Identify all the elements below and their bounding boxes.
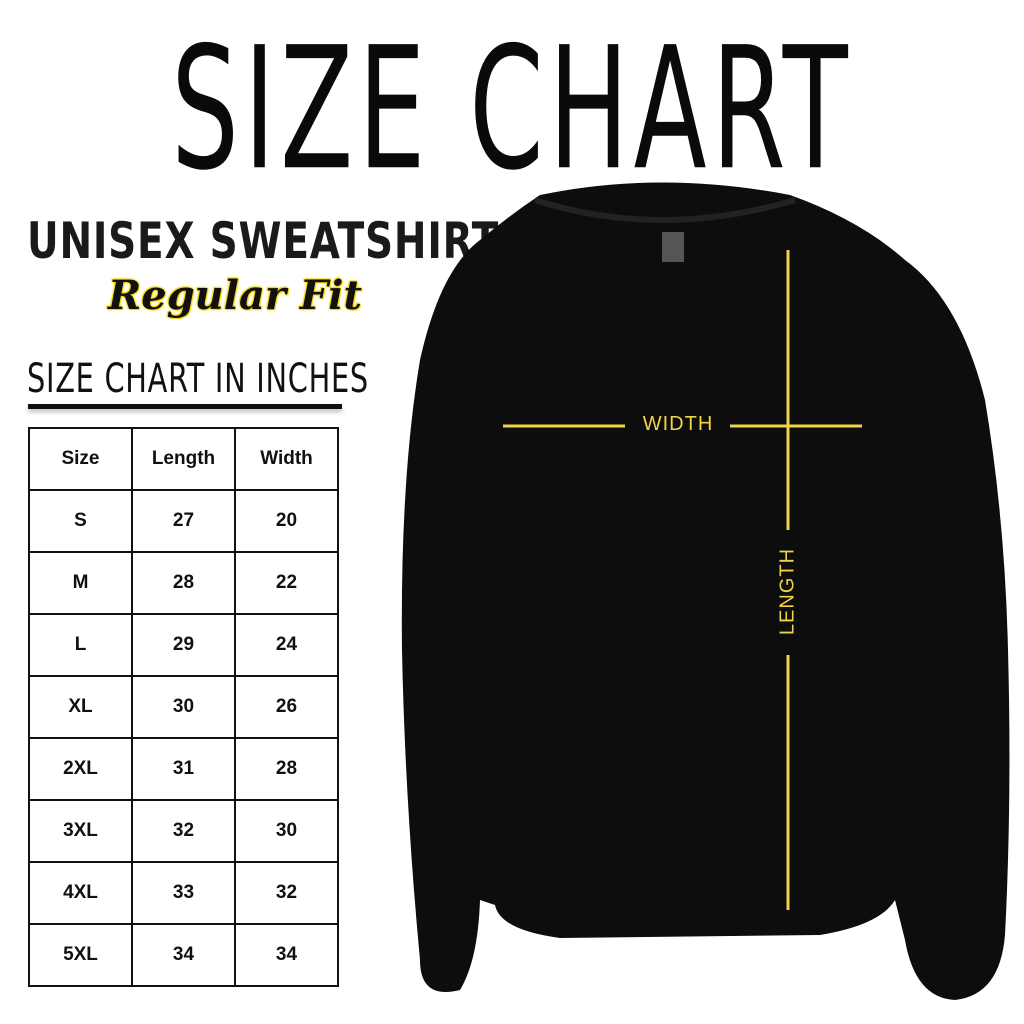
table-cell: Width xyxy=(234,427,339,491)
table-cell: 31 xyxy=(131,737,236,801)
fit-label: Regular Fit xyxy=(108,272,362,319)
table-cell: 4XL xyxy=(28,861,133,925)
table-cell: S xyxy=(28,489,133,553)
table-cell: 22 xyxy=(234,551,339,615)
table-title: SIZE CHART IN INCHES xyxy=(27,356,369,402)
sweatshirt-collar xyxy=(534,197,796,223)
width-label: WIDTH xyxy=(642,413,714,435)
table-cell: 34 xyxy=(131,923,236,987)
table-cell: 26 xyxy=(234,675,339,739)
table-cell: M xyxy=(28,551,133,615)
table-row: S 27 20 xyxy=(28,489,339,553)
table-row: 2XL 31 28 xyxy=(28,737,339,801)
table-row: 4XL 33 32 xyxy=(28,861,339,925)
table-cell: 3XL xyxy=(28,799,133,863)
table-cell: 34 xyxy=(234,923,339,987)
table-cell: Length xyxy=(131,427,236,491)
table-cell: 20 xyxy=(234,489,339,553)
table-row: XL 30 26 xyxy=(28,675,339,739)
table-cell: 29 xyxy=(131,613,236,677)
table-cell: XL xyxy=(28,675,133,739)
table-cell: 32 xyxy=(234,861,339,925)
table-cell: 32 xyxy=(131,799,236,863)
table-row: L 29 24 xyxy=(28,613,339,677)
table-cell: 30 xyxy=(131,675,236,739)
table-cell: Size xyxy=(28,427,133,491)
table-cell: 2XL xyxy=(28,737,133,801)
table-row: 3XL 32 30 xyxy=(28,799,339,863)
table-row: M 28 22 xyxy=(28,551,339,615)
product-name: UNISEX SWEATSHIRT xyxy=(27,212,500,270)
table-cell: 33 xyxy=(131,861,236,925)
table-cell: 28 xyxy=(131,551,236,615)
sweatshirt-tag xyxy=(662,232,684,262)
table-cell: 5XL xyxy=(28,923,133,987)
length-label: LENGTH xyxy=(776,547,799,636)
table-row: 5XL 34 34 xyxy=(28,923,339,987)
table-title-underline xyxy=(28,404,342,409)
table-header-row: Size Length Width xyxy=(28,427,339,491)
size-table: Size Length Width S 27 20 M 28 22 L 29 24 XL 30 26 2XL 3… xyxy=(28,427,339,987)
table-cell: 27 xyxy=(131,489,236,553)
sweatshirt-body xyxy=(401,182,1010,1000)
table-cell: 30 xyxy=(234,799,339,863)
table-cell: 24 xyxy=(234,613,339,677)
table-cell: 28 xyxy=(234,737,339,801)
table-cell: L xyxy=(28,613,133,677)
page-title: SIZE CHART xyxy=(171,10,853,208)
